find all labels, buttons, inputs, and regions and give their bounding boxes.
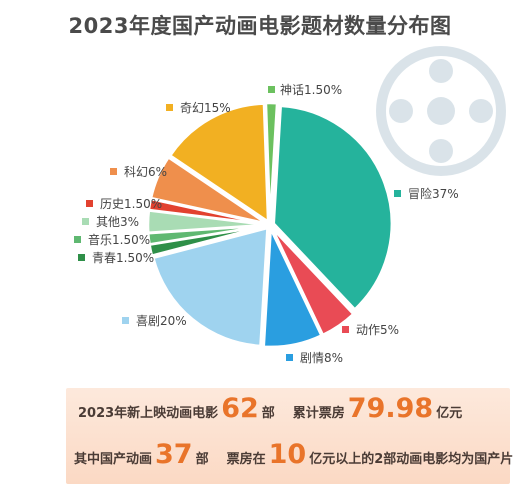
slice-label-marker-6 [78, 254, 85, 261]
slice-label-marker-10 [110, 168, 117, 175]
slice-label-marker-4 [286, 354, 293, 361]
new-release-label: 2023年新上映动画电影 [78, 406, 219, 421]
slice-label-5: 喜剧20% [136, 314, 187, 328]
slice-label-marker-5 [122, 317, 129, 324]
slice-label-marker-7 [74, 236, 81, 243]
slice-label-4: 剧情8% [300, 351, 343, 365]
domestic-label: 其中国产动画 [74, 452, 153, 467]
slice-label-3: 动作5% [356, 323, 399, 337]
threshold-label: 票房在 [226, 452, 266, 467]
new-release-count: 62 [221, 393, 259, 424]
box-office-value: 79.98 [347, 393, 434, 424]
pie-slice-2 [272, 104, 394, 312]
domestic-count: 37 [155, 439, 193, 470]
stats-panel: 2023年新上映动画电影 62 部 累计票房 79.98 亿元 其中国产动画 3… [66, 388, 513, 484]
film-strip-decoration [376, 46, 506, 176]
threshold-value: 10 [268, 439, 307, 470]
pie-slice-5 [151, 226, 269, 348]
threshold-suffix: 亿元以上的2部动画电影均为国产片 [309, 452, 514, 467]
slice-label-11: 奇幻15% [180, 101, 231, 115]
box-office-label: 累计票房 [292, 406, 345, 421]
slice-label-10: 科幻6% [124, 165, 167, 179]
slice-label-marker-9 [86, 200, 93, 207]
slice-label-9: 历史1.50% [100, 197, 162, 211]
stats-row-domestic: 其中国产动画 37 部 票房在 10 亿元以上的2部动画电影均为国产片 [74, 438, 518, 478]
slice-label-2: 冒险37% [408, 186, 459, 201]
pie-slice-3 [271, 227, 356, 337]
pie-slice-11 [168, 102, 270, 224]
slice-label-marker-2 [394, 190, 401, 197]
stats-row-new-releases: 2023年新上映动画电影 62 部 累计票房 79.98 亿元 [78, 392, 520, 432]
slice-label-1: 神话1.50% [280, 83, 342, 97]
slice-label-8: 其他3% [96, 215, 139, 229]
slice-label-marker-11 [166, 104, 173, 111]
pie-slice-4 [262, 228, 324, 349]
pie-slice-10 [149, 155, 268, 225]
domestic-count-unit: 部 [195, 452, 209, 467]
slice-label-marker-8 [82, 218, 89, 225]
box-office-unit: 亿元 [436, 406, 463, 421]
slice-label-marker-1 [268, 86, 275, 93]
new-release-count-unit: 部 [261, 406, 275, 421]
slice-label-7: 音乐1.50% [88, 232, 150, 247]
slice-label-6: 青春1.50% [92, 251, 154, 265]
slice-label-marker-3 [342, 326, 349, 333]
chart-title: 2023年度国产动画电影题材数量分布图 [68, 14, 452, 38]
pie-slice-1 [264, 101, 279, 222]
